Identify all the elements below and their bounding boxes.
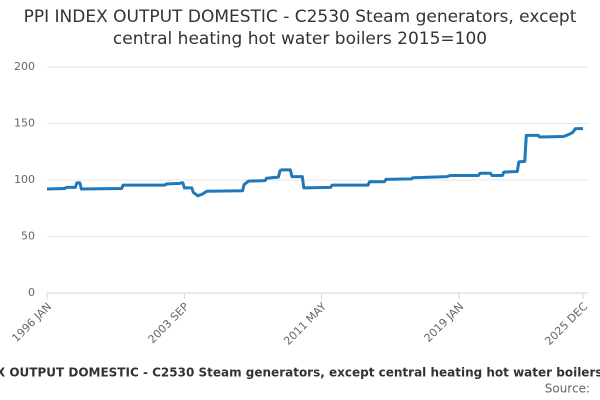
chart-title: PPI INDEX OUTPUT DOMESTIC - C2530 Steam … (23, 7, 577, 49)
x-tick-label: 2011 MAY (281, 300, 329, 348)
y-tick-label: 200 (14, 60, 35, 73)
legend-entry: PPI INDEX OUTPUT DOMESTIC - C2530 Steam … (0, 366, 600, 380)
y-tick-label: 50 (21, 230, 35, 243)
x-tick-label: 2025 DEC (542, 300, 590, 348)
x-tick-label: 2019 JAN (422, 300, 467, 345)
x-tick-label: 1996 JAN (9, 300, 54, 345)
source: Source: (545, 382, 590, 396)
y-tick-label: 100 (14, 173, 35, 186)
line-series (46, 127, 583, 198)
y-tick-label: 0 (28, 286, 35, 299)
x-tick-label: 2003 SEP (146, 300, 192, 346)
y-tick-label: 150 (14, 117, 35, 130)
